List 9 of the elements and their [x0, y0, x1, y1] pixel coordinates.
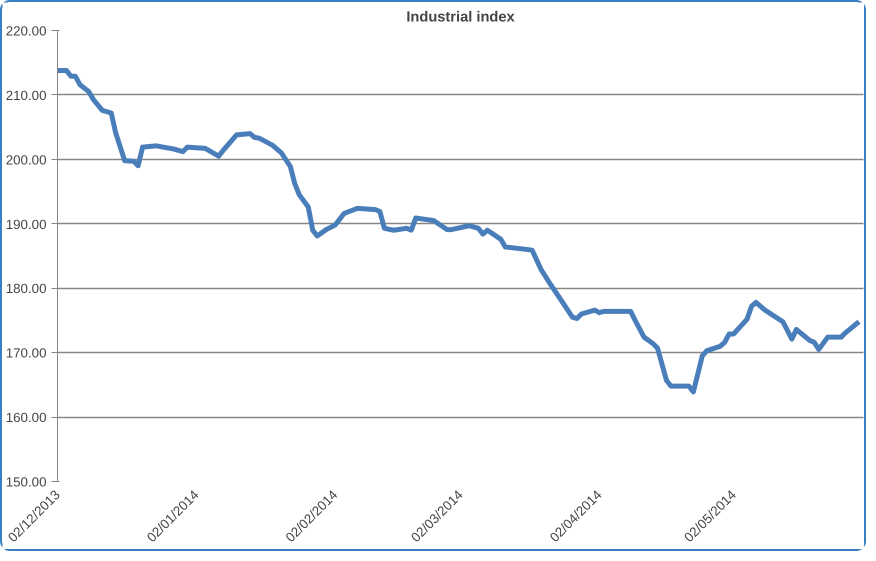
y-tick-label: 190.00 — [6, 216, 46, 232]
y-tick-label: 170.00 — [6, 346, 46, 361]
y-tick-label: 220.00 — [6, 24, 46, 38]
y-tick-label: 150.00 — [6, 474, 46, 490]
y-tick-label: 180.00 — [6, 281, 46, 296]
y-tick-label: 160.00 — [6, 410, 46, 426]
y-tick-label: 200.00 — [6, 152, 46, 168]
y-tick-label: 210.00 — [6, 88, 46, 103]
chart-title: Industrial index — [406, 10, 516, 26]
